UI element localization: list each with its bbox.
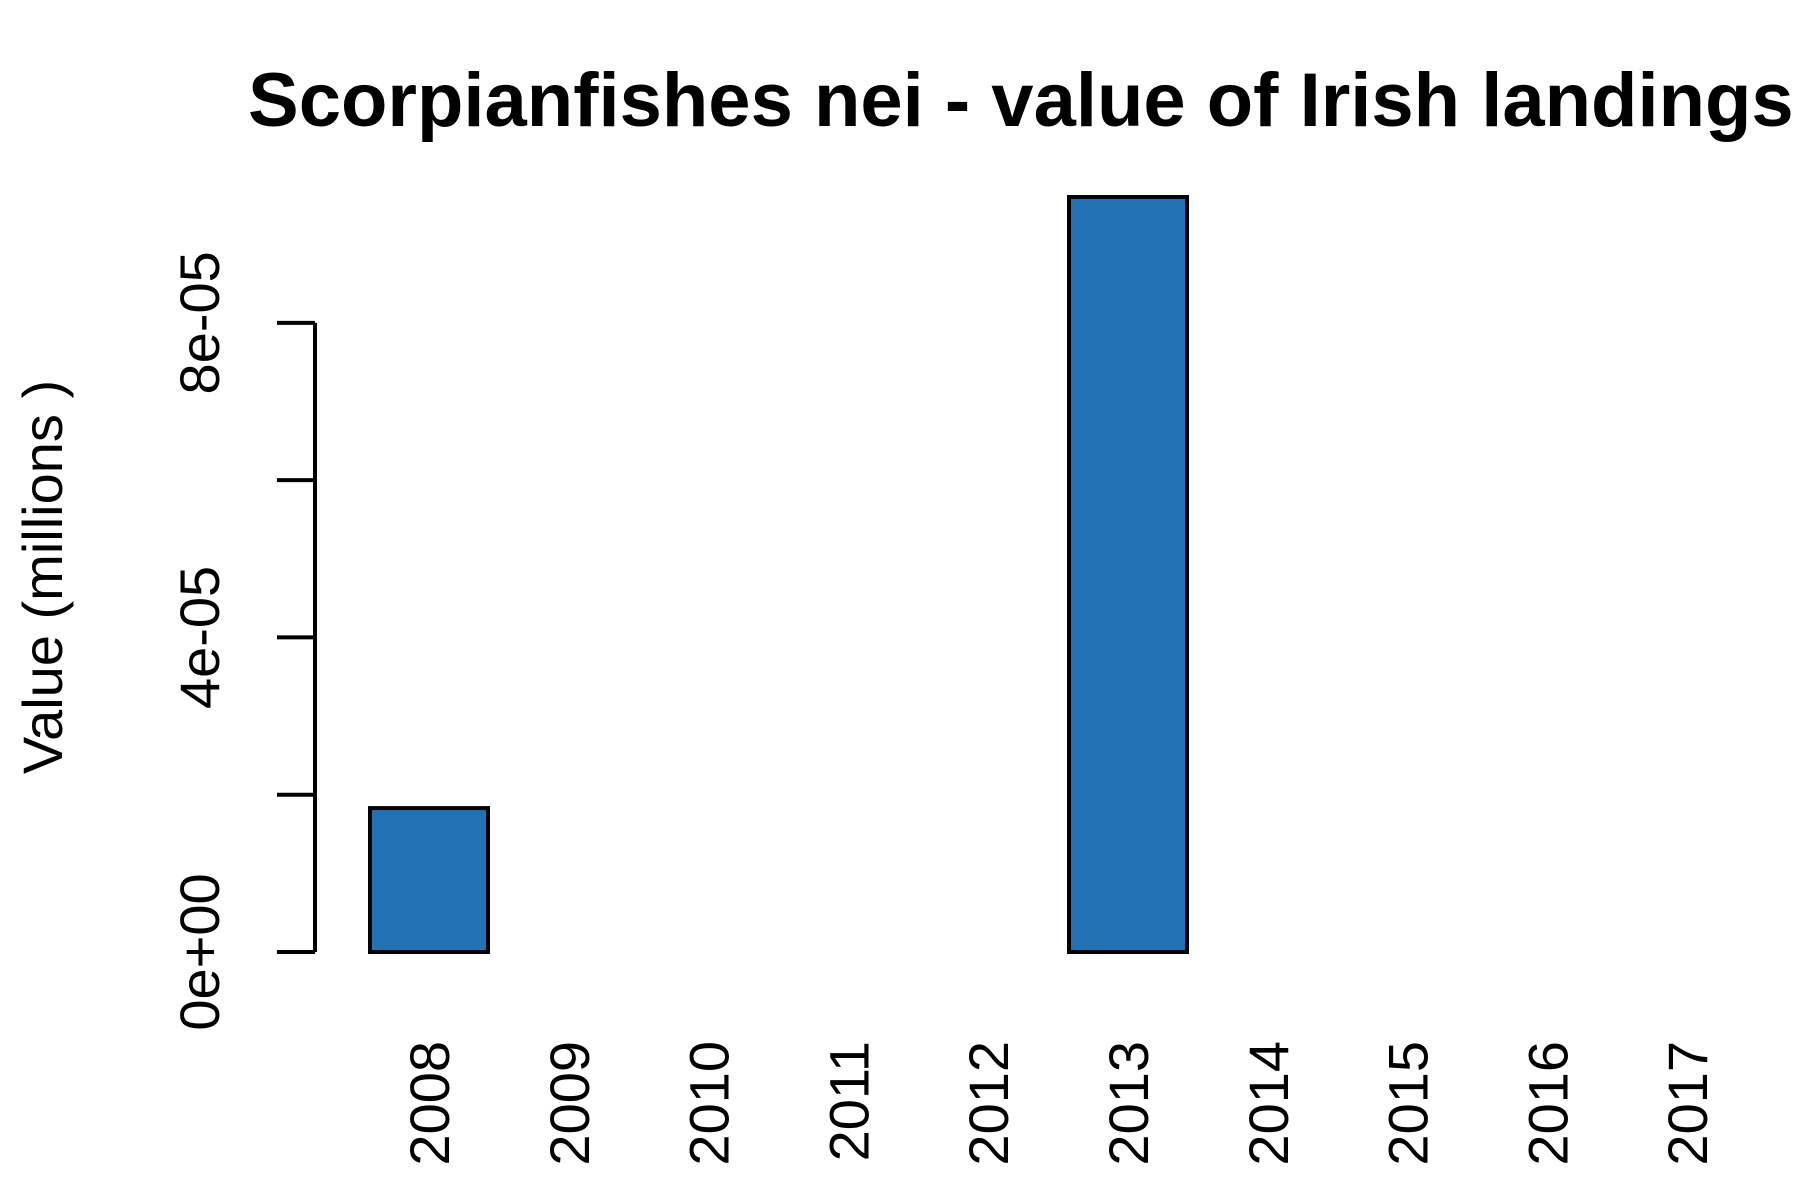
x-axis-tick-label-2008: 2008: [398, 1041, 461, 1166]
bar-2013: [1067, 195, 1189, 954]
x-axis-tick-label-2015: 2015: [1377, 1041, 1440, 1166]
y-axis-tick-label: 0e+00: [168, 873, 231, 1030]
y-axis-tick-label: 8e-05: [168, 251, 231, 394]
y-axis-label: Value (millions ): [11, 380, 74, 774]
chart-title: Scorpianfishes nei - value of Irish land…: [248, 58, 1794, 143]
x-axis-tick-label-2012: 2012: [957, 1041, 1020, 1166]
x-axis-tick-label-2009: 2009: [538, 1041, 601, 1166]
x-axis-tick-label-2010: 2010: [678, 1041, 741, 1166]
x-axis-tick-label-2017: 2017: [1656, 1041, 1719, 1166]
y-axis-tick-label: 4e-05: [168, 566, 231, 709]
x-axis-tick-label-2016: 2016: [1516, 1041, 1579, 1166]
y-axis: 0e+00 4e-05 8e-05: [168, 251, 317, 1031]
x-axis-tick-label-2013: 2013: [1097, 1041, 1160, 1166]
x-axis-tick-labels: 2008 2009 2010 2011 2012 2013 2014 2015 2016 2017: [398, 1041, 1719, 1166]
x-axis-tick-label-2011: 2011: [817, 1041, 880, 1161]
x-axis-tick-label-2014: 2014: [1237, 1041, 1300, 1166]
bars: [368, 195, 1189, 954]
bar-2008: [368, 806, 490, 954]
